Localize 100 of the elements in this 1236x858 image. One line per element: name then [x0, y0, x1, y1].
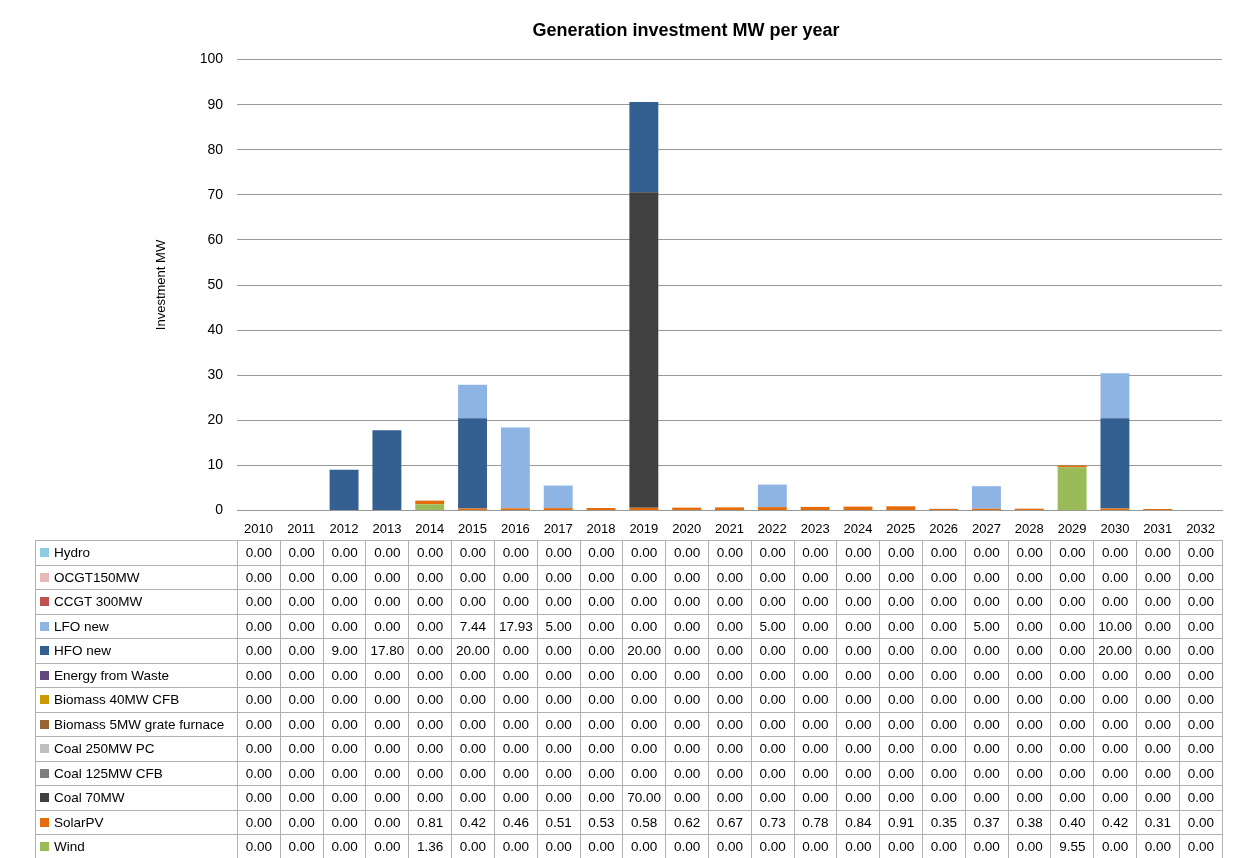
data-label: 0.00 — [1136, 589, 1180, 614]
data-label: 0.00 — [408, 736, 452, 761]
data-label: 0.00 — [451, 712, 495, 737]
legend-label: OCGT150MW — [54, 569, 140, 585]
legend-label: LFO new — [54, 618, 109, 634]
data-label: 0.00 — [1136, 834, 1180, 858]
data-label: 0.00 — [1136, 712, 1180, 737]
data-label: 0.00 — [665, 761, 709, 786]
x-tick-label: 2031 — [1143, 520, 1173, 536]
data-label: 0.00 — [836, 614, 880, 639]
x-tick-label: 2018 — [586, 520, 616, 536]
data-label: 0.00 — [280, 736, 324, 761]
y-tick-label: 20 — [207, 411, 224, 428]
legend-label: CCGT 300MW — [54, 594, 143, 610]
data-label: 0.00 — [836, 589, 880, 614]
data-label: 0.00 — [879, 736, 923, 761]
data-label: 0.00 — [237, 614, 281, 639]
data-label: 0.00 — [365, 565, 409, 590]
data-label: 0.00 — [879, 785, 923, 810]
data-label: 0.00 — [323, 663, 366, 688]
data-label: 0.00 — [665, 565, 709, 590]
data-label: 0.00 — [1050, 761, 1094, 786]
data-label: 0.00 — [1093, 736, 1137, 761]
bar — [972, 486, 1001, 509]
data-label: 0.00 — [836, 761, 880, 786]
data-label: 0.00 — [794, 663, 837, 688]
data-label: 0.00 — [1008, 638, 1051, 663]
data-label: 0.00 — [1179, 589, 1223, 614]
data-label: 0.00 — [1136, 638, 1180, 663]
data-label: 0.00 — [237, 638, 281, 663]
data-label: 0.00 — [494, 589, 538, 614]
data-label: 0.73 — [751, 810, 795, 835]
data-label: 0.00 — [580, 834, 623, 858]
data-label: 0.00 — [1050, 663, 1094, 688]
data-label: 0.40 — [1050, 810, 1094, 835]
data-label: 0.00 — [794, 736, 837, 761]
x-tick-label: 2024 — [843, 520, 873, 536]
data-label: 0.00 — [751, 565, 795, 590]
data-label: 0.00 — [451, 834, 495, 858]
data-label: 0.00 — [708, 565, 752, 590]
data-label: 0.00 — [451, 687, 495, 712]
data-label: 0.00 — [665, 834, 709, 858]
data-label: 0.00 — [1008, 736, 1051, 761]
data-label: 0.00 — [1050, 540, 1094, 565]
data-label: 0.00 — [537, 834, 580, 858]
data-label: 0.00 — [537, 712, 580, 737]
data-label: 0.00 — [965, 834, 1009, 858]
data-label: 0.00 — [794, 761, 837, 786]
data-label: 0.00 — [708, 736, 752, 761]
data-label: 0.00 — [1008, 834, 1051, 858]
data-label: 0.00 — [665, 589, 709, 614]
data-label: 0.00 — [922, 834, 966, 858]
data-label: 0.00 — [708, 785, 752, 810]
y-axis-title: Investment MW — [153, 239, 169, 331]
data-label: 0.00 — [280, 663, 324, 688]
data-label: 0.00 — [1093, 785, 1137, 810]
data-label: 0.00 — [280, 810, 324, 835]
bar — [500, 427, 530, 509]
data-label: 0.00 — [922, 540, 966, 565]
y-tick-label: 10 — [207, 456, 224, 473]
data-label: 0.00 — [879, 565, 923, 590]
x-tick-label: 2032 — [1186, 520, 1216, 536]
data-label: 0.00 — [280, 638, 324, 663]
data-label: 0.00 — [1050, 785, 1094, 810]
data-label: 0.00 — [1008, 565, 1051, 590]
data-label: 0.00 — [965, 761, 1009, 786]
data-label: 0.00 — [1136, 614, 1180, 639]
data-label: 0.00 — [1179, 736, 1223, 761]
data-label: 0.00 — [751, 712, 795, 737]
bar — [629, 192, 659, 508]
data-label: 0.00 — [323, 834, 366, 858]
data-label: 0.00 — [237, 663, 281, 688]
data-label: 0.00 — [365, 785, 409, 810]
data-label: 0.00 — [451, 565, 495, 590]
data-label: 0.00 — [1093, 834, 1137, 858]
data-label: 20.00 — [622, 638, 666, 663]
data-label: 0.00 — [1136, 785, 1180, 810]
data-label: 20.00 — [451, 638, 495, 663]
data-label: 0.00 — [537, 761, 580, 786]
data-label: 70.00 — [622, 785, 666, 810]
data-label: 0.00 — [836, 785, 880, 810]
data-label: 0.00 — [408, 638, 452, 663]
x-tick-label: 2023 — [800, 520, 830, 536]
bar — [757, 484, 787, 508]
data-label: 0.00 — [537, 736, 580, 761]
x-tick-label: 2011 — [287, 520, 316, 536]
data-label: 0.00 — [365, 687, 409, 712]
data-label: 0.00 — [836, 565, 880, 590]
x-tick-label: 2016 — [500, 520, 530, 536]
data-label: 0.00 — [794, 614, 837, 639]
data-label: 0.00 — [580, 736, 623, 761]
data-label: 0.00 — [1050, 565, 1094, 590]
data-label: 0.00 — [622, 834, 666, 858]
data-label: 0.00 — [751, 589, 795, 614]
data-label: 0.00 — [922, 712, 966, 737]
data-label: 0.00 — [794, 540, 837, 565]
data-label: 0.00 — [451, 736, 495, 761]
data-label: 0.00 — [965, 785, 1009, 810]
data-label: 0.00 — [408, 663, 452, 688]
data-label: 0.00 — [1093, 663, 1137, 688]
